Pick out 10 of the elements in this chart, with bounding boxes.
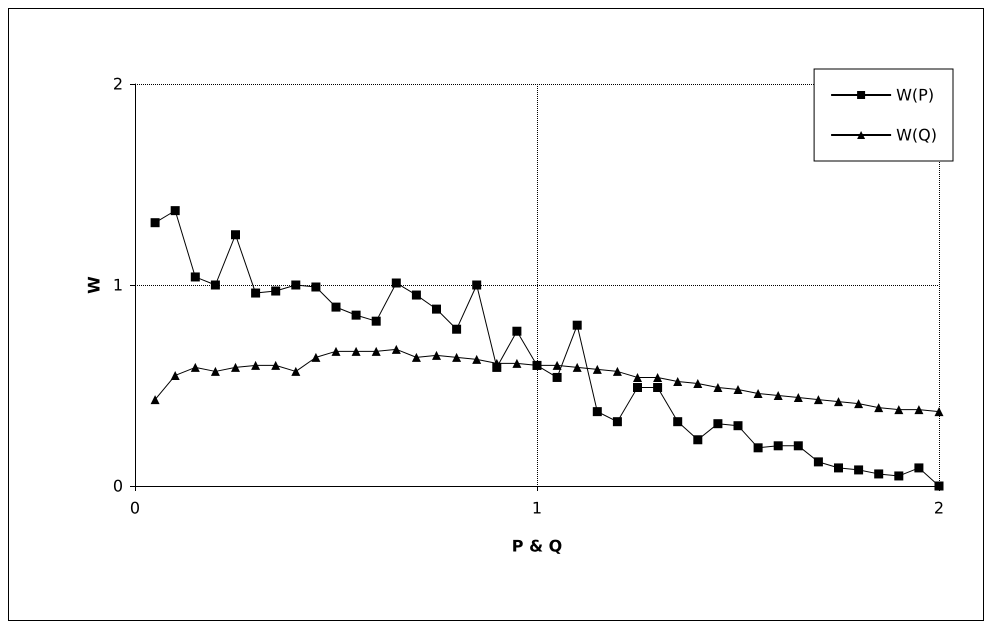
- x-tick-label: 0: [130, 498, 140, 518]
- x-axis-title: P & Q: [512, 536, 562, 556]
- y-tick-label: 0: [112, 476, 123, 496]
- x-tick-label: 2: [934, 498, 944, 518]
- x-tick-label: 1: [532, 498, 542, 518]
- legend-label: W(Q): [896, 126, 938, 144]
- legend-label: W(P): [896, 86, 934, 104]
- y-tick-label: 1: [112, 276, 123, 294]
- y-tick-label: 2: [112, 74, 123, 94]
- y-axis-title: W: [84, 276, 104, 294]
